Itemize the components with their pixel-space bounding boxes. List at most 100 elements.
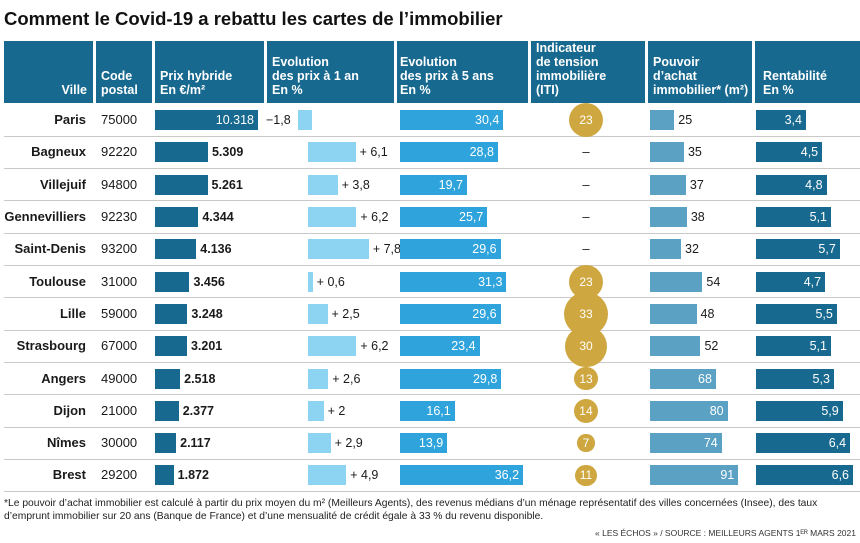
city-name: Bagneux (31, 144, 86, 160)
postal-code: 21000 (101, 402, 138, 418)
pouvoir-value: 38 (690, 210, 705, 225)
row-separator (4, 232, 860, 234)
city-name: Strasbourg (16, 338, 86, 354)
table-header: Ville Code postal Prix hybride En €/m² E… (4, 41, 860, 103)
evo1-bar (298, 110, 313, 131)
evo5-bar (400, 465, 524, 486)
evo1-bar (308, 207, 357, 228)
postal-code: 75000 (101, 112, 138, 128)
evo1-value: + 6,2 (360, 339, 389, 354)
rentabilite-value: 5,1 (809, 210, 827, 225)
footnote: *Le pouvoir d’achat immobilier est calcu… (4, 498, 818, 522)
city-name: Toulouse (29, 273, 86, 289)
rentabilite-value: 3,4 (784, 113, 802, 128)
evo1-bar (308, 336, 357, 357)
rentabilite-bar (756, 303, 837, 324)
iti-dash: – (582, 176, 590, 192)
row-separator (4, 200, 860, 202)
header-prix-hybride: Prix hybride En €/m² (160, 69, 233, 97)
postal-code: 29200 (101, 467, 138, 483)
pouvoir-value: 48 (700, 306, 715, 321)
evo1-value: + 2,9 (334, 436, 363, 451)
evo5-value: 16,1 (426, 403, 451, 418)
rentabilite-bar (756, 142, 823, 163)
header-evolution-1-an: Evolution des prix à 1 an En % (272, 55, 359, 97)
pouvoir-value: 32 (685, 242, 699, 257)
pouvoir-bar (650, 465, 739, 486)
prix-value: 1.872 (177, 468, 209, 483)
evo1-bar (308, 174, 338, 195)
evo1-value: + 4,9 (350, 468, 379, 483)
evo1-value: + 7,8 (372, 242, 401, 257)
rentabilite-value: 5,9 (821, 403, 839, 418)
evo1-bar (308, 239, 369, 260)
pouvoir-bar (650, 110, 675, 131)
header-rentabilite: Rentabilité En % (763, 69, 827, 97)
prix-value: 3.248 (191, 306, 223, 321)
row-separator (4, 265, 860, 266)
prix-value: 4.136 (200, 242, 232, 257)
prix-bar (155, 433, 177, 454)
rentabilite-value: 5,7 (818, 242, 836, 257)
prix-bar (155, 239, 197, 260)
prix-value: 10.318 (215, 113, 254, 128)
city-name: Dijon (53, 402, 87, 418)
evo1-value: + 2,6 (332, 371, 361, 386)
pouvoir-bar (650, 239, 682, 260)
row-separator (4, 361, 860, 363)
evo5-bar (400, 271, 507, 292)
rentabilite-value: 4,5 (800, 145, 819, 160)
pouvoir-bar (650, 336, 701, 357)
postal-code: 59000 (101, 305, 138, 321)
row-separator (4, 458, 860, 460)
postal-code: 92230 (101, 209, 138, 225)
rentabilite-bar (756, 336, 831, 357)
prix-value: 3.456 (193, 274, 225, 289)
city-name: Nîmes (46, 435, 86, 451)
iti-circle: 23 (568, 103, 604, 138)
pouvoir-value: 91 (720, 468, 735, 483)
evo5-value: 29,8 (472, 371, 498, 386)
pouvoir-bar (650, 174, 686, 195)
evo5-value: 36,2 (494, 468, 520, 483)
iti-dash: – (582, 209, 590, 225)
prix-value: 2.377 (182, 403, 214, 418)
prix-bar (155, 400, 179, 421)
prix-value: 4.344 (202, 210, 234, 225)
prix-bar (155, 368, 181, 389)
prix-bar (155, 174, 208, 195)
pouvoir-bar (650, 433, 722, 454)
postal-code: 92220 (101, 144, 138, 160)
evo5-bar (400, 174, 467, 195)
pouvoir-value: 74 (703, 436, 718, 451)
rentabilite-value: 5,1 (809, 339, 827, 354)
evo1-bar (308, 433, 331, 454)
prix-value: 5.261 (211, 177, 243, 192)
evo1-bar (308, 465, 347, 486)
rentabilite-bar (756, 433, 851, 454)
evo5-bar (400, 142, 498, 163)
rentabilite-bar (756, 239, 840, 260)
evo1-value: + 6,1 (359, 145, 388, 160)
rentabilite-value: 4,7 (803, 274, 822, 289)
postal-code: 30000 (101, 435, 138, 451)
row-separator (4, 394, 860, 396)
postal-code: 49000 (101, 370, 138, 386)
iti-circle: 7 (577, 434, 595, 452)
prix-bar (155, 465, 174, 486)
evo1-bar (308, 142, 356, 163)
evo5-value: 25,7 (459, 210, 484, 225)
evo5-bar (400, 400, 455, 421)
city-name: Gennevilliers (4, 209, 86, 225)
evo5-value: 31,3 (478, 274, 503, 289)
prix-bar (155, 207, 199, 228)
evo5-bar (400, 239, 501, 260)
evo1-value: + 6,2 (360, 210, 389, 225)
evo5-value: 28,8 (469, 145, 494, 160)
pouvoir-bar (650, 368, 716, 389)
evo5-bar (400, 110, 504, 131)
city-name: Angers (41, 370, 86, 386)
source-credit: « LES ÉCHOS » / SOURCE : MEILLEURS AGENT… (595, 528, 856, 538)
prix-value: 2.117 (180, 436, 211, 451)
city-name: Villejuif (40, 176, 86, 192)
